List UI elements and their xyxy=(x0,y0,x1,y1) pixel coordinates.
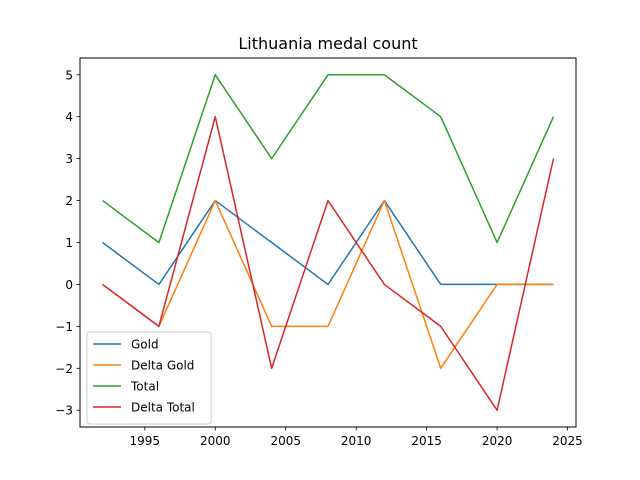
series-line-1 xyxy=(102,199,554,370)
x-tick-label: 2015 xyxy=(411,434,442,448)
series-line-2 xyxy=(102,74,555,244)
legend-box xyxy=(86,331,212,425)
x-tick-label: 1995 xyxy=(130,434,161,448)
legend-label: Total xyxy=(130,380,159,394)
y-tick-label: −1 xyxy=(55,320,73,334)
chart-title: Lithuania medal count xyxy=(238,34,417,53)
legend-label: Delta Gold xyxy=(131,359,194,373)
x-axis: 1995 2000 2005 2010 2015 2020 2025 xyxy=(130,427,583,448)
y-tick-label: −2 xyxy=(55,362,73,376)
y-tick-label: 1 xyxy=(65,236,73,250)
y-tick-label: 3 xyxy=(65,152,73,166)
plot-lines xyxy=(102,74,555,411)
legend-label: Delta Total xyxy=(131,401,195,415)
series-line-3 xyxy=(102,115,555,411)
x-tick-label: 2000 xyxy=(200,434,231,448)
x-tick-label: 2025 xyxy=(552,434,583,448)
y-tick-label: −3 xyxy=(55,404,73,418)
y-tick-label: 0 xyxy=(65,278,73,292)
series-line-0 xyxy=(102,199,554,286)
x-tick-label: 2020 xyxy=(482,434,513,448)
legend-label: Gold xyxy=(131,338,159,352)
y-axis: −3 −2 −1 0 1 2 3 4 5 xyxy=(55,68,80,418)
legend: Gold Delta Gold Total Delta Total xyxy=(86,331,212,425)
y-tick-label: 4 xyxy=(65,110,73,124)
y-tick-label: 5 xyxy=(65,68,73,82)
x-tick-label: 2010 xyxy=(341,434,372,448)
y-tick-label: 2 xyxy=(65,194,73,208)
x-tick-label: 2005 xyxy=(270,434,301,448)
